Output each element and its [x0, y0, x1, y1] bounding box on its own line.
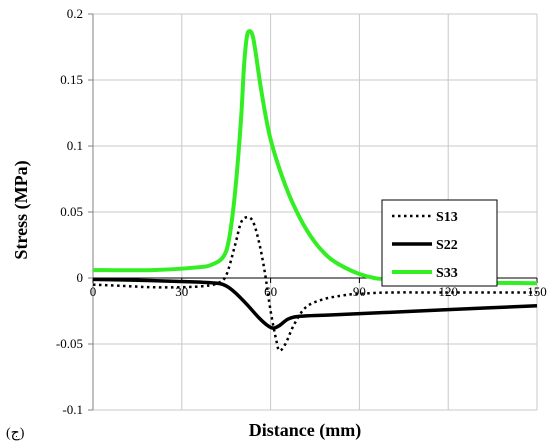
y-tick-label: 0.2	[67, 6, 83, 21]
tick-labels: -0.1 -0.05 0 0.05 0.1 0.15 0.2 0 30 60 90 120 150	[56, 6, 547, 417]
legend: S13 S22 S33	[381, 199, 498, 287]
series-line-s13	[92, 215, 537, 352]
y-tick-label: -0.1	[62, 402, 83, 417]
x-tick-label: 60	[264, 284, 277, 299]
x-tick-label: 120	[438, 284, 458, 299]
y-axis-title: Stress (MPa)	[11, 160, 32, 259]
y-tick-label: 0	[77, 270, 84, 285]
x-axis-title: Distance (mm)	[249, 420, 361, 441]
series-lines	[92, 29, 538, 352]
y-tick-label: 0.1	[67, 138, 83, 153]
x-tick-label: 0	[90, 284, 97, 299]
series-line-s33	[92, 29, 538, 286]
legend-label-s33: S33	[436, 266, 458, 281]
x-tick-label: 90	[353, 284, 366, 299]
panel-label: (ج)	[6, 426, 25, 441]
legend-label-s22: S22	[436, 238, 458, 253]
y-tick-label: 0.05	[60, 204, 83, 219]
x-tick-label: 150	[527, 284, 547, 299]
legend-label-s13: S13	[436, 210, 458, 225]
y-tick-label: -0.05	[56, 336, 83, 351]
x-tick-label: 30	[175, 284, 188, 299]
y-tick-label: 0.15	[60, 72, 83, 87]
series-line-s22	[92, 277, 538, 330]
